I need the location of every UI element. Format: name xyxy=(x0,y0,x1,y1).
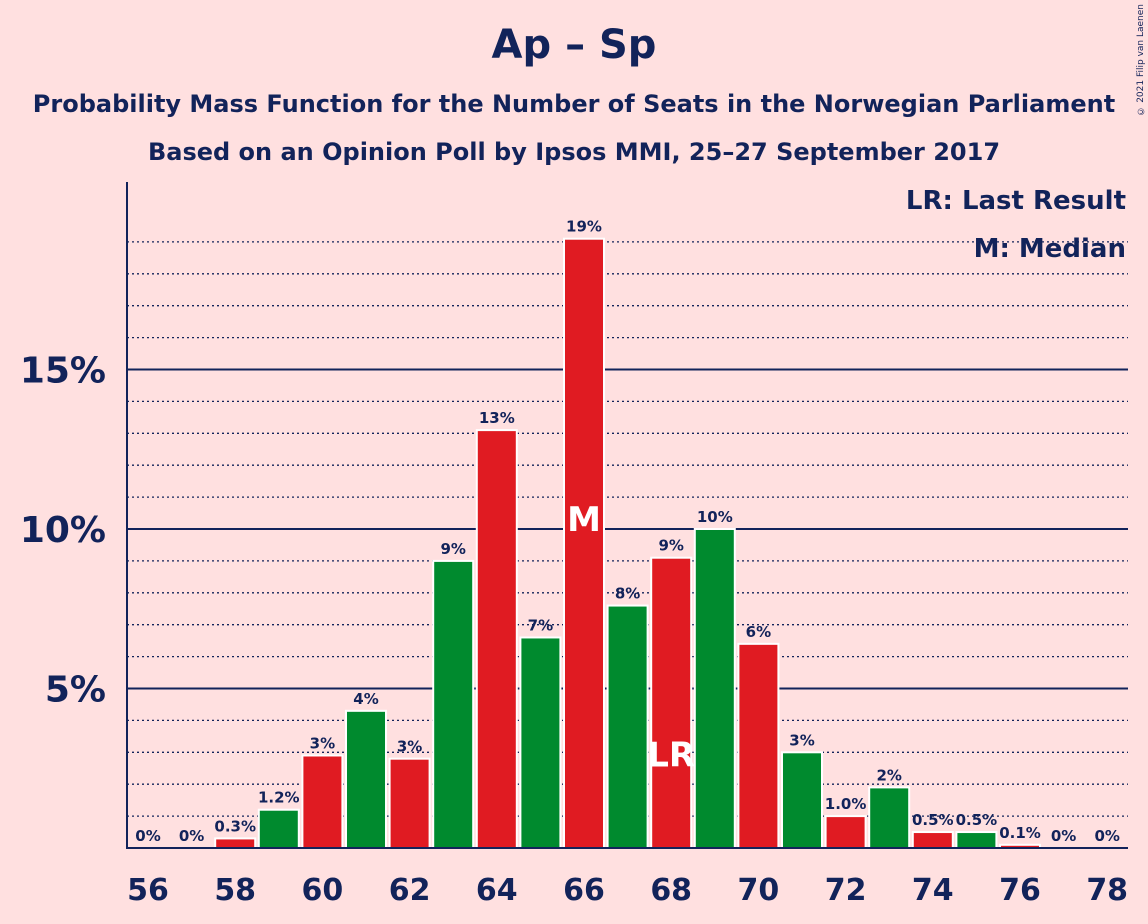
bar-seat-74 xyxy=(911,831,954,849)
data-label-seat-67: 8% xyxy=(615,585,640,603)
y-tick-label: 5% xyxy=(45,670,106,711)
legend-median: M: Median xyxy=(974,234,1126,264)
bar-seat-69 xyxy=(693,528,736,849)
bars-group xyxy=(214,237,1041,850)
bar-seat-67 xyxy=(606,604,649,849)
x-tick-label: 66 xyxy=(563,873,605,908)
bar-seat-65 xyxy=(519,636,562,850)
data-label-seat-56: 0% xyxy=(135,827,160,845)
bar-seat-75 xyxy=(955,831,998,849)
data-label-seat-77: 0% xyxy=(1051,827,1076,845)
chart-title: Ap – Sp xyxy=(491,22,657,68)
y-tick-label: 10% xyxy=(20,510,106,551)
x-tick-label: 72 xyxy=(825,873,867,908)
data-label-seat-60: 3% xyxy=(310,734,335,752)
data-label-seat-78: 0% xyxy=(1094,827,1119,845)
bar-seat-63 xyxy=(432,559,475,850)
data-label-seat-68: 9% xyxy=(658,537,683,555)
bar-seat-64 xyxy=(475,429,518,849)
bar-seat-59 xyxy=(257,808,300,849)
x-tick-label: 62 xyxy=(389,873,431,908)
data-label-seat-69: 10% xyxy=(697,508,733,526)
data-label-seat-59: 1.2% xyxy=(258,789,300,807)
data-label-seat-72: 1.0% xyxy=(825,795,867,813)
bar-seat-62 xyxy=(388,757,431,849)
data-label-seat-66: 19% xyxy=(566,218,602,236)
x-tick-label: 78 xyxy=(1086,873,1128,908)
bar-seat-60 xyxy=(301,754,344,849)
bar-seat-70 xyxy=(737,642,780,850)
median-marker: M xyxy=(567,500,601,540)
data-label-seat-57: 0% xyxy=(179,827,204,845)
bar-seat-73 xyxy=(868,786,911,850)
x-tick-label: 68 xyxy=(650,873,692,908)
data-label-seat-58: 0.3% xyxy=(214,817,256,835)
data-label-seat-75: 0.5% xyxy=(956,811,998,829)
data-label-seat-64: 13% xyxy=(479,409,515,427)
x-tick-label: 60 xyxy=(302,873,344,908)
data-label-seat-71: 3% xyxy=(789,731,814,749)
data-labels-group: 0% 0% 0.3%1.2% 3% 4% 3% 9% 13% 7% 19% M 8% 9% LR 10% 6%… xyxy=(135,218,1120,845)
bar-seat-71 xyxy=(781,751,823,849)
data-label-seat-63: 9% xyxy=(440,540,465,558)
data-label-seat-74: 0.5% xyxy=(912,811,954,829)
chart-subtitle-2: Based on an Opinion Poll by Ipsos MMI, 2… xyxy=(147,138,1001,166)
x-tick-label: 74 xyxy=(912,873,954,908)
x-tick-label: 70 xyxy=(738,873,780,908)
axes-group: 5% 10% 15% 56 58 60 62 64 66 68 70 72 74 76 78 xyxy=(20,182,1128,908)
x-tick-label: 64 xyxy=(476,873,518,908)
data-label-seat-73: 2% xyxy=(876,766,901,784)
data-label-seat-65: 7% xyxy=(528,616,553,634)
x-tick-label: 56 xyxy=(127,873,169,908)
data-label-seat-61: 4% xyxy=(353,690,378,708)
data-label-seat-62: 3% xyxy=(397,738,422,756)
x-tick-label: 76 xyxy=(999,873,1041,908)
data-label-seat-70: 6% xyxy=(746,623,771,641)
y-tick-label: 15% xyxy=(20,351,106,392)
bar-seat-66 xyxy=(563,237,605,849)
last-result-marker: LR xyxy=(647,736,695,776)
bar-seat-72 xyxy=(824,815,867,849)
bar-seat-58 xyxy=(214,837,257,849)
legend-last-result: LR: Last Result xyxy=(906,186,1126,216)
data-label-seat-76: 0.1% xyxy=(999,824,1041,842)
bar-seat-61 xyxy=(345,709,387,850)
chart-subtitle-1: Probability Mass Function for the Number… xyxy=(32,90,1116,118)
bar-seat-68 xyxy=(650,556,693,850)
x-tick-label: 58 xyxy=(214,873,256,908)
